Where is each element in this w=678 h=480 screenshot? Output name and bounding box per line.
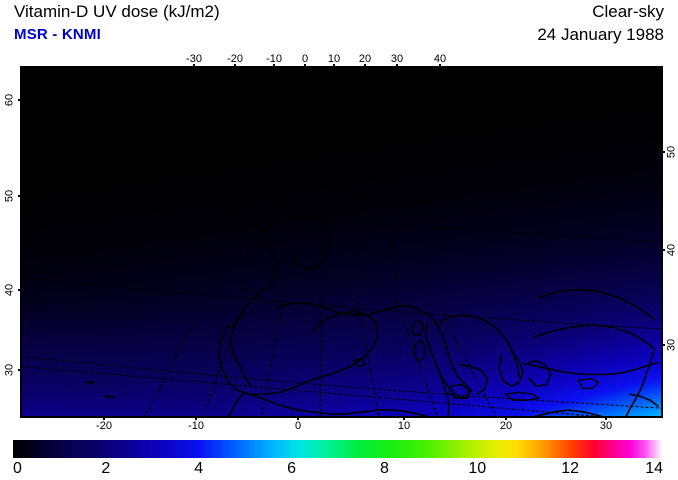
condition-label: Clear-sky [592, 2, 664, 21]
axis-tick-label-bottom: 0 [294, 420, 302, 432]
map-plot-area [20, 66, 663, 418]
axis-tick-mark [193, 64, 195, 68]
axis-tick-mark [18, 289, 22, 291]
figure-header: Vitamin-D UV dose (kJ/m2) MSR - KNMI Cle… [0, 0, 678, 52]
uv-dose-heatmap-canvas [22, 68, 661, 416]
axis-tick-mark [18, 195, 22, 197]
axis-tick-mark [364, 64, 366, 68]
axis-tick-label-left: 60 [3, 93, 16, 107]
axis-tick-label-right: 30 [665, 338, 678, 352]
colorbar-tick-label: 10 [468, 460, 487, 477]
axis-tick-mark [195, 416, 197, 420]
date-label: 24 January 1988 [537, 25, 664, 44]
axis-tick-label-left: 50 [3, 189, 16, 203]
axis-tick-label-right: 50 [665, 145, 678, 159]
colorbar-tick-label: 12 [561, 460, 580, 477]
axis-tick-label-bottom: -10 [188, 420, 204, 432]
colorbar-tick-label: 14 [645, 460, 663, 477]
axis-tick-label-left: 30 [3, 363, 16, 377]
axis-tick-label-top: 0 [301, 53, 309, 65]
axis-tick-mark [661, 151, 665, 153]
page-title: Vitamin-D UV dose (kJ/m2) [14, 2, 220, 21]
axis-tick-mark [18, 369, 22, 371]
axis-tick-mark [661, 344, 665, 346]
axis-tick-label-top: 30 [390, 53, 404, 65]
colorbar-gradient [13, 440, 663, 458]
axis-tick-mark [439, 64, 441, 68]
axis-tick-mark [505, 416, 507, 420]
axis-tick-mark [18, 99, 22, 101]
axis-tick-mark [333, 64, 335, 68]
source-label: MSR - KNMI [14, 26, 101, 43]
axis-tick-label-top: -30 [186, 53, 202, 65]
axis-tick-mark [234, 64, 236, 68]
axis-tick-mark [396, 64, 398, 68]
colorbar-tick-label: 8 [379, 460, 389, 477]
axis-tick-label-right: 40 [665, 243, 678, 257]
axis-tick-label-left: 40 [3, 283, 16, 297]
axis-tick-label-top: 40 [433, 53, 447, 65]
axis-tick-mark [297, 416, 299, 420]
colorbar-tick-label: 4 [194, 460, 204, 477]
uv-dose-field [22, 68, 661, 416]
axis-tick-label-bottom: -20 [96, 420, 112, 432]
colorbar-tick-label: 6 [287, 460, 297, 477]
axis-tick-label-bottom: 30 [599, 420, 613, 432]
colorbar-tick-label: 0 [13, 460, 22, 477]
axis-tick-mark [103, 416, 105, 420]
colorbar-tick-label: 2 [101, 460, 111, 477]
axis-tick-label-bottom: 20 [499, 420, 513, 432]
axis-tick-mark [304, 64, 306, 68]
axis-tick-mark [403, 416, 405, 420]
axis-tick-label-top: -20 [227, 53, 243, 65]
axis-tick-label-top: 20 [358, 53, 372, 65]
colorbar [13, 440, 663, 458]
axis-tick-label-top: -10 [266, 53, 282, 65]
axis-tick-mark [273, 64, 275, 68]
axis-tick-label-bottom: 10 [397, 420, 411, 432]
axis-tick-mark [605, 416, 607, 420]
axis-tick-label-top: 10 [327, 53, 341, 65]
axis-tick-mark [661, 249, 665, 251]
